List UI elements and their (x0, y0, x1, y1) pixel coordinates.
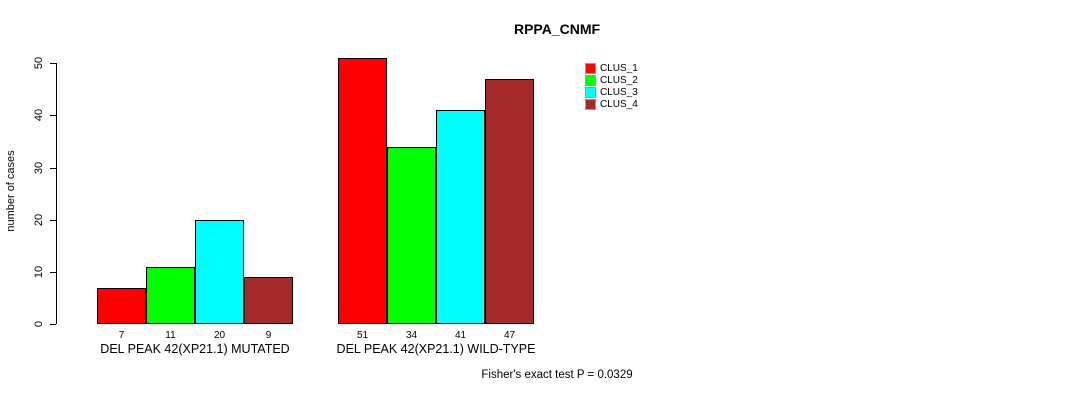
legend-swatch-icon (585, 86, 596, 98)
y-tick (50, 220, 56, 221)
y-tick (50, 115, 56, 116)
bar-clus_4-group2 (485, 78, 534, 324)
bar-clus_4-group1 (244, 277, 293, 324)
bar-value-label: 9 (265, 330, 272, 341)
y-tick (50, 324, 56, 325)
group-label: DEL PEAK 42(XP21.1) WILD-TYPE (336, 342, 536, 356)
legend-swatch-icon (585, 74, 596, 86)
legend-swatch-icon (585, 62, 596, 74)
bar-clus_2-group1 (146, 266, 195, 324)
y-tick-label: 10 (33, 265, 45, 278)
y-axis-label: number of cases (5, 150, 17, 232)
bar-value-label: 47 (503, 330, 516, 341)
legend-swatch-icon (585, 98, 596, 110)
y-tick (50, 63, 56, 64)
chart-title: RPPA_CNMF (513, 21, 601, 37)
legend-item-clus_3: CLUS_3 (585, 86, 638, 98)
legend-item-clus_2: CLUS_2 (585, 74, 638, 86)
y-tick-label: 50 (33, 57, 45, 70)
legend-label: CLUS_3 (600, 86, 638, 98)
bar-value-label: 34 (405, 330, 418, 341)
bar-value-label: 41 (454, 330, 467, 341)
annotation-text: Fisher's exact test P = 0.0329 (481, 369, 633, 381)
legend-item-clus_1: CLUS_1 (585, 62, 638, 74)
bar-clus_3-group2 (436, 110, 485, 324)
y-axis-line (56, 63, 57, 324)
legend: CLUS_1 CLUS_2 CLUS_3 CLUS_4 (585, 62, 638, 110)
bar-clus_2-group2 (387, 146, 436, 324)
y-tick-label: 0 (33, 320, 45, 328)
bar-value-label: 7 (118, 330, 125, 341)
bar-clus_1-group2 (338, 58, 387, 324)
y-tick (50, 168, 56, 169)
legend-label: CLUS_1 (600, 62, 638, 74)
y-tick-label: 30 (33, 161, 45, 174)
bar-value-label: 51 (356, 330, 369, 341)
bar-clus_1-group1 (97, 287, 146, 324)
bar-clus_3-group1 (195, 219, 244, 324)
group-label: DEL PEAK 42(XP21.1) MUTATED (100, 342, 290, 356)
y-tick-label: 40 (33, 109, 45, 122)
legend-label: CLUS_4 (600, 98, 638, 110)
bar-value-label: 20 (213, 330, 226, 341)
y-tick (50, 272, 56, 273)
legend-item-clus_4: CLUS_4 (585, 98, 638, 110)
y-tick-label: 20 (33, 213, 45, 226)
legend-label: CLUS_2 (600, 74, 638, 86)
bar-value-label: 11 (165, 330, 176, 341)
